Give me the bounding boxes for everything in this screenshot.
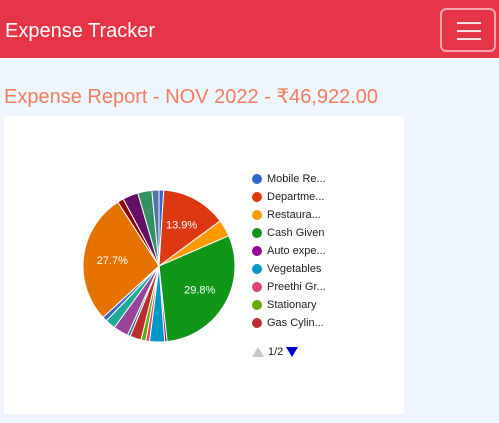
legend-item[interactable]: Departme... <box>252 191 402 209</box>
legend-swatch <box>252 246 262 256</box>
legend-swatch <box>252 282 262 292</box>
menu-toggle-button[interactable] <box>440 8 496 52</box>
legend-item[interactable]: Gas Cylin... <box>252 317 402 335</box>
legend-swatch <box>252 264 262 274</box>
pie-slice[interactable] <box>82 201 160 319</box>
legend-label: Departme... <box>267 191 325 203</box>
legend-item[interactable]: Auto expe... <box>252 245 402 263</box>
report-title: Expense Report - NOV 2022 - ₹46,922.00 <box>4 86 379 108</box>
hamburger-menu-icon <box>457 30 481 32</box>
legend-label: Stationary <box>267 299 317 311</box>
legend-item[interactable]: Preethi Gr... <box>252 281 402 299</box>
legend-swatch <box>252 192 262 202</box>
legend-swatch <box>252 228 262 238</box>
chart-legend: Mobile Re... Departme... Restaura... Cash G… <box>252 173 402 335</box>
slice-data-label: 27.7% <box>97 255 128 267</box>
pie-slice[interactable] <box>158 235 236 343</box>
legend-item[interactable]: Cash Given <box>252 227 402 245</box>
legend-swatch <box>252 300 262 310</box>
pie-slice[interactable] <box>158 189 221 268</box>
pager-prev-icon <box>252 347 264 357</box>
legend-label: Vegetables <box>267 263 322 275</box>
legend-item[interactable]: Restaura... <box>252 209 402 227</box>
legend-swatch <box>252 318 262 328</box>
legend-label: Mobile Re... <box>267 173 326 185</box>
pager-text: 1/2 <box>268 346 284 358</box>
legend-item[interactable]: Vegetables <box>252 263 402 281</box>
legend-item[interactable]: Stationary <box>252 299 402 317</box>
legend-item[interactable]: Mobile Re... <box>252 173 402 191</box>
hamburger-menu-icon <box>457 22 481 24</box>
legend-label: Gas Cylin... <box>267 317 324 329</box>
slice-data-label: 13.9% <box>166 220 197 232</box>
legend-label: Cash Given <box>267 227 325 239</box>
legend-label: Preethi Gr... <box>267 281 326 293</box>
legend-label: Auto expe... <box>267 245 326 257</box>
slice-data-label: 29.8% <box>184 285 215 297</box>
legend-swatch <box>252 174 262 184</box>
pager-next-icon[interactable] <box>286 347 298 357</box>
app-brand[interactable]: Expense Tracker <box>5 20 156 42</box>
pie-chart-svg: 13.9% 29.8% 27.7% <box>82 189 236 343</box>
pie-slice[interactable] <box>151 189 160 267</box>
expense-pie-chart: 13.9% 29.8% 27.7% Mobile Re... Departme... R… <box>4 116 404 414</box>
legend-swatch <box>252 210 262 220</box>
navbar: Expense Tracker <box>0 0 499 58</box>
legend-pager: 1/2 <box>252 346 312 360</box>
hamburger-menu-icon <box>457 38 481 40</box>
legend-label: Restaura... <box>267 209 321 221</box>
